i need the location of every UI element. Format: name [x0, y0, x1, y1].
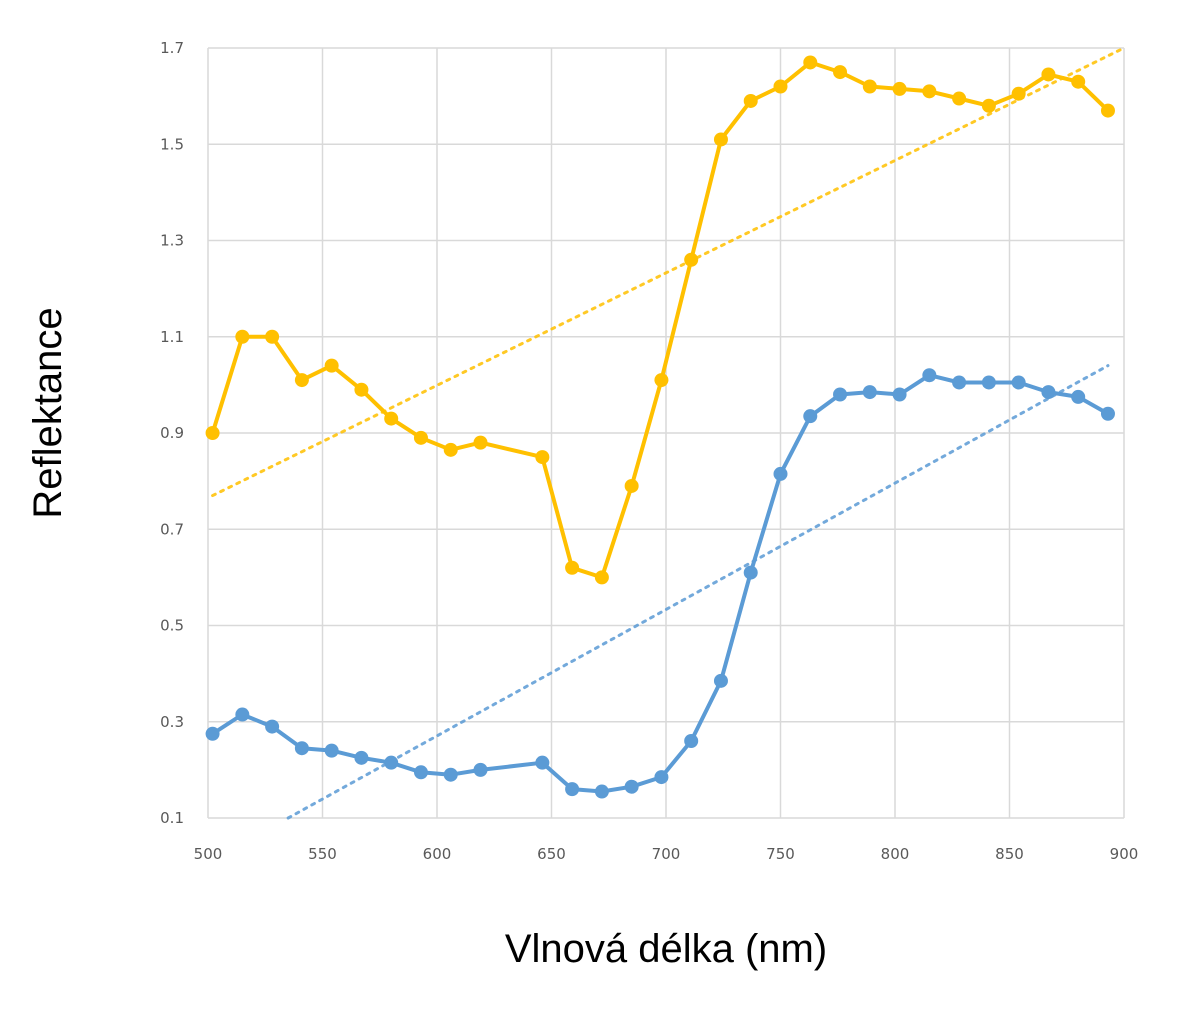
- data-point: [862, 385, 877, 400]
- y-tick-label: 1.1: [160, 328, 184, 346]
- data-point: [205, 726, 220, 741]
- y-tick-label: 0.5: [160, 617, 184, 635]
- data-point: [833, 387, 848, 402]
- data-point: [535, 755, 550, 770]
- data-point: [684, 734, 699, 748]
- data-point: [713, 673, 728, 688]
- data-point: [265, 329, 280, 344]
- data-point: [833, 65, 848, 80]
- data-point: [594, 784, 609, 799]
- y-tick-label: 1.7: [160, 39, 184, 57]
- data-point: [654, 770, 669, 785]
- x-tick-label: 550: [308, 845, 337, 863]
- x-tick-label: 800: [881, 845, 910, 863]
- data-point: [981, 375, 996, 390]
- data-point: [413, 765, 428, 780]
- data-point: [624, 779, 639, 794]
- data-point: [981, 98, 996, 113]
- y-axis-title: Reflektance: [26, 307, 70, 518]
- data-point: [952, 375, 967, 390]
- data-point: [922, 368, 937, 383]
- data-point: [324, 358, 339, 373]
- data-point: [235, 707, 250, 722]
- data-point: [922, 84, 937, 99]
- data-point: [624, 478, 639, 493]
- y-tick-label: 0.1: [160, 809, 184, 827]
- data-point: [803, 409, 818, 424]
- data-point: [265, 719, 280, 734]
- data-point: [384, 411, 399, 426]
- data-point: [473, 435, 488, 450]
- data-point: [773, 79, 788, 94]
- data-point: [862, 79, 877, 94]
- grid-lines: [207, 47, 1125, 819]
- data-point: [535, 450, 550, 465]
- x-tick-label: 900: [1110, 845, 1139, 863]
- data-point: [1100, 406, 1115, 421]
- data-point: [803, 55, 818, 70]
- data-point: [773, 466, 788, 481]
- data-point: [1041, 67, 1056, 82]
- x-tick-label: 600: [423, 845, 452, 863]
- data-point: [294, 741, 309, 756]
- data-point: [565, 560, 580, 575]
- y-tick-label: 1.3: [160, 232, 184, 250]
- x-tick-label: 500: [194, 845, 223, 863]
- data-point: [892, 387, 907, 402]
- data-point: [1071, 74, 1086, 89]
- x-tick-label: 700: [652, 845, 681, 863]
- x-tick-label: 750: [766, 845, 795, 863]
- trendline-1: [211, 46, 1126, 498]
- trendlines: [211, 46, 1126, 820]
- data-point: [743, 93, 758, 108]
- x-tick-label: 850: [995, 845, 1024, 863]
- y-tick-labels: 0.1 0.3 0.5 0.7 0.9 1.1 1.3 1.5 1.7: [160, 39, 184, 827]
- data-point: [1071, 389, 1086, 404]
- series-2: [205, 368, 1115, 799]
- x-tick-label: 650: [537, 845, 566, 863]
- data-point: [384, 755, 399, 770]
- x-tick-labels: 500 550 600 650 700 750 800 850 900: [194, 845, 1139, 863]
- y-tick-label: 0.7: [160, 520, 184, 538]
- data-point: [473, 762, 488, 777]
- data-point: [743, 565, 758, 580]
- y-tick-label: 1.5: [160, 135, 184, 153]
- data-point: [654, 373, 669, 388]
- data-point: [1100, 103, 1115, 118]
- data-point: [443, 767, 458, 782]
- data-point: [354, 382, 369, 397]
- trendline-2: [286, 364, 1110, 820]
- data-point: [294, 373, 309, 388]
- data-point: [443, 442, 458, 457]
- series-1: [205, 55, 1115, 585]
- data-point: [324, 743, 339, 758]
- data-series: [205, 55, 1115, 799]
- data-point: [235, 329, 250, 344]
- data-point: [713, 132, 728, 147]
- data-point: [354, 750, 369, 765]
- data-point: [565, 782, 580, 797]
- data-point: [1041, 385, 1056, 400]
- y-tick-label: 0.9: [160, 424, 184, 442]
- data-point: [1011, 375, 1026, 390]
- y-tick-label: 0.3: [160, 713, 184, 731]
- data-point: [1011, 86, 1026, 101]
- data-point: [684, 252, 699, 267]
- x-axis-title: Vlnová délka (nm): [505, 927, 827, 971]
- data-point: [892, 81, 907, 96]
- data-point: [413, 430, 428, 445]
- data-point: [952, 91, 967, 106]
- data-point: [594, 570, 609, 585]
- data-point: [205, 426, 220, 440]
